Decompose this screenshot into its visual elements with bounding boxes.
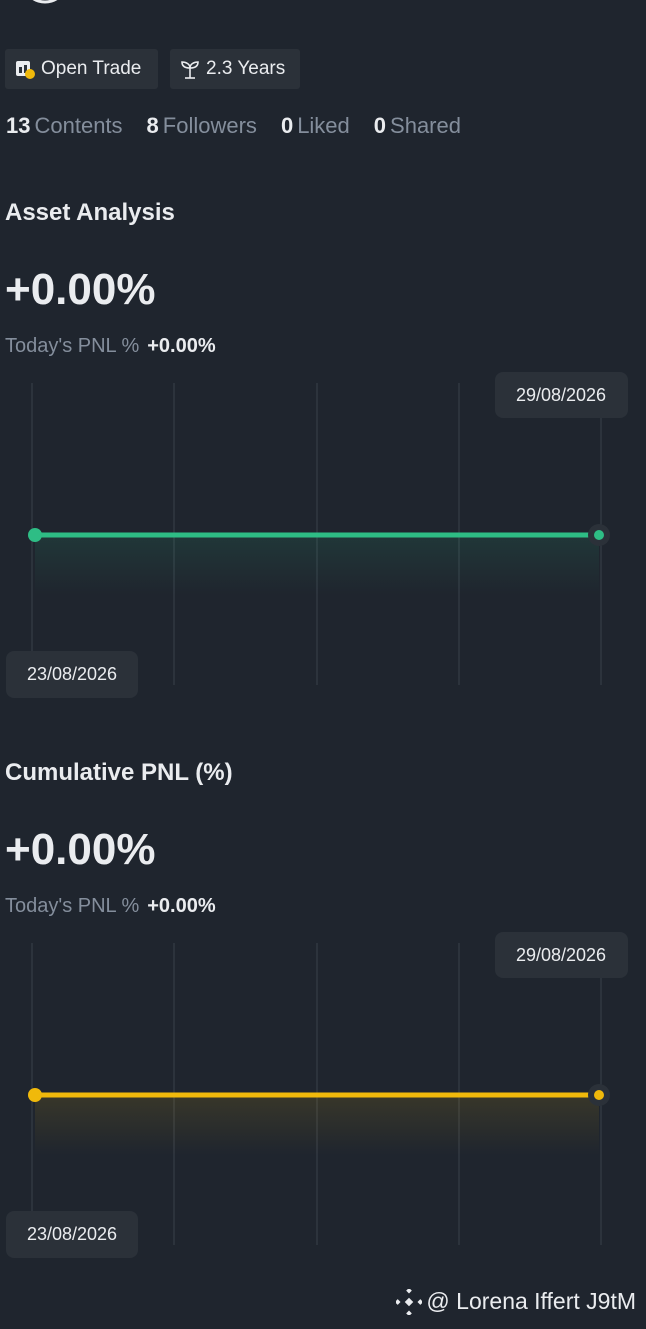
stat-label: Shared	[390, 113, 461, 138]
badge[interactable]: 2.3 Years	[170, 49, 300, 89]
section-title: Cumulative PNL (%)	[5, 759, 233, 786]
tooltip	[6, 651, 138, 698]
badge-text: 2.3 Years	[206, 58, 286, 79]
badge[interactable]: Open Trade	[5, 49, 158, 89]
pnl-label: Today's PNL %	[5, 895, 140, 917]
tooltip	[495, 372, 628, 418]
stat-label: Liked	[297, 113, 350, 138]
pnl-row: Today's PNL % +0.00%	[5, 895, 216, 918]
section-title: Asset Analysis	[5, 199, 175, 226]
pnl-label: Today's PNL %	[5, 335, 140, 357]
area	[35, 1095, 599, 1155]
tooltip	[495, 932, 628, 978]
end-date: 29/08/2026	[516, 945, 606, 965]
start-date: 23/08/2026	[27, 1224, 117, 1244]
point	[594, 1090, 604, 1100]
stat-value: 13	[6, 113, 31, 138]
chart[interactable]: 29/08/2026 23/08/2026	[0, 370, 646, 702]
logo	[396, 1288, 423, 1315]
icon	[16, 61, 35, 79]
stat-label: Followers	[162, 113, 257, 138]
pnl-value-large: +0.00%	[5, 825, 156, 874]
end-date: 29/08/2026	[516, 385, 606, 405]
stat-label: Contents	[34, 113, 123, 138]
chart[interactable]: 29/08/2026 23/08/2026	[0, 930, 646, 1262]
pnl-value-large: +0.00%	[5, 265, 156, 314]
point	[28, 1088, 42, 1102]
icon	[181, 61, 199, 79]
badge-text: Open Trade	[41, 58, 142, 79]
watermark-text: @ Lorena Iffert J9tM	[426, 1288, 636, 1314]
stat[interactable]: 0 Liked	[281, 113, 350, 139]
point	[28, 528, 42, 542]
stat-value: 0	[373, 113, 387, 138]
stat[interactable]: 13 Contents	[6, 113, 123, 139]
stat[interactable]: 8 Followers	[147, 113, 257, 139]
stat-value: 0	[280, 113, 294, 138]
stat[interactable]: 0 Shared	[374, 113, 461, 139]
pnl-value: +0.00%	[147, 335, 216, 357]
stats: 13 Contents 8 Followers 0 Liked 0 Shared	[6, 113, 461, 139]
area	[35, 535, 599, 595]
start-date: 23/08/2026	[27, 664, 117, 684]
avatar	[32, 0, 58, 4]
watermark: @ Lorena Iffert J9tM	[396, 1288, 636, 1315]
pnl-row: Today's PNL % +0.00%	[5, 335, 216, 358]
pnl-value: +0.00%	[147, 895, 216, 917]
point	[594, 530, 604, 540]
stat-value: 8	[146, 113, 159, 138]
tooltip	[6, 1211, 138, 1258]
